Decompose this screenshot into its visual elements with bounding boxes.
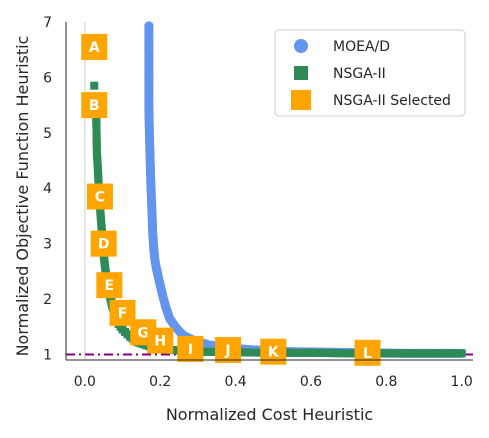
selected-point-label: I [188,342,193,358]
selected-point-i: I [177,335,204,362]
selected-point-j: J [215,337,242,364]
selected-point-e: E [96,272,123,299]
legend-item: NSGA-II Selected [291,90,451,110]
x-tick-labels: 0.0 0.2 0.4 0.6 0.8 1.0 [74,374,473,390]
y-tick-label: 3 [43,237,52,253]
nsga-ii-point [457,349,466,358]
x-tick-label: 0.6 [300,374,322,390]
selected-point-l: L [354,339,381,366]
x-tick-label: 0.2 [149,374,171,390]
selected-marker [90,230,117,257]
selected-point-label: G [138,325,150,341]
selected-marker [86,183,113,210]
x-tick-label: 1.0 [451,374,473,390]
selected-point-label: K [268,345,280,361]
x-tick-label: 0.4 [224,374,246,390]
legend-item: NSGA-II [294,66,386,82]
selected-marker [215,337,242,364]
selected-point-label: E [105,278,115,294]
y-tick-label: 6 [43,70,52,86]
legend-box [274,29,466,117]
x-tick-label: 0.8 [375,374,397,390]
selected-marker [81,92,108,119]
selected-marker [354,339,381,366]
selected-point-label: C [95,190,105,206]
legend-label: NSGA-II [333,66,386,82]
y-tick-label: 2 [43,292,52,308]
selected-point-b: B [81,92,108,119]
y-tick-label: 7 [43,15,52,31]
legend: MOEA/D NSGA-II NSGA-II Selected [274,29,466,117]
selected-marker [81,33,108,60]
nsga-ii-point [90,81,99,90]
legend-marker [291,90,311,110]
selected-point-h: H [147,327,174,354]
selected-point-c: C [86,183,113,210]
selected-marker [96,272,123,299]
legend-marker [294,66,308,80]
y-axis-label: Normalized Objective Function Heuristic [13,36,32,357]
selected-point-label: D [98,237,110,253]
selected-point-label: L [363,346,372,362]
y-tick-labels: 1 2 3 4 5 6 7 [43,15,52,363]
selected-point-k: K [260,338,287,365]
y-tick-label: 1 [43,347,52,363]
selected-marker [147,327,174,354]
legend-marker [294,39,308,53]
selected-point-a: A [81,33,108,60]
legend-label: NSGA-II Selected [333,93,451,109]
y-tick-label: 4 [43,181,52,197]
legend-label: MOEA/D [333,39,390,55]
selected-point-label: J [224,343,230,359]
y-tick-label: 5 [43,126,52,142]
x-axis-label: Normalized Cost Heuristic [166,405,373,424]
axes [65,22,473,361]
selected-point-label: B [89,98,100,114]
selected-point-label: F [118,306,128,322]
selected-point-label: H [154,334,166,350]
legend-item: MOEA/D [294,39,390,55]
selected-point-d: D [90,230,117,257]
selected-point-label: A [89,40,100,56]
selected-marker [177,335,204,362]
x-tick-label: 0.0 [74,374,96,390]
